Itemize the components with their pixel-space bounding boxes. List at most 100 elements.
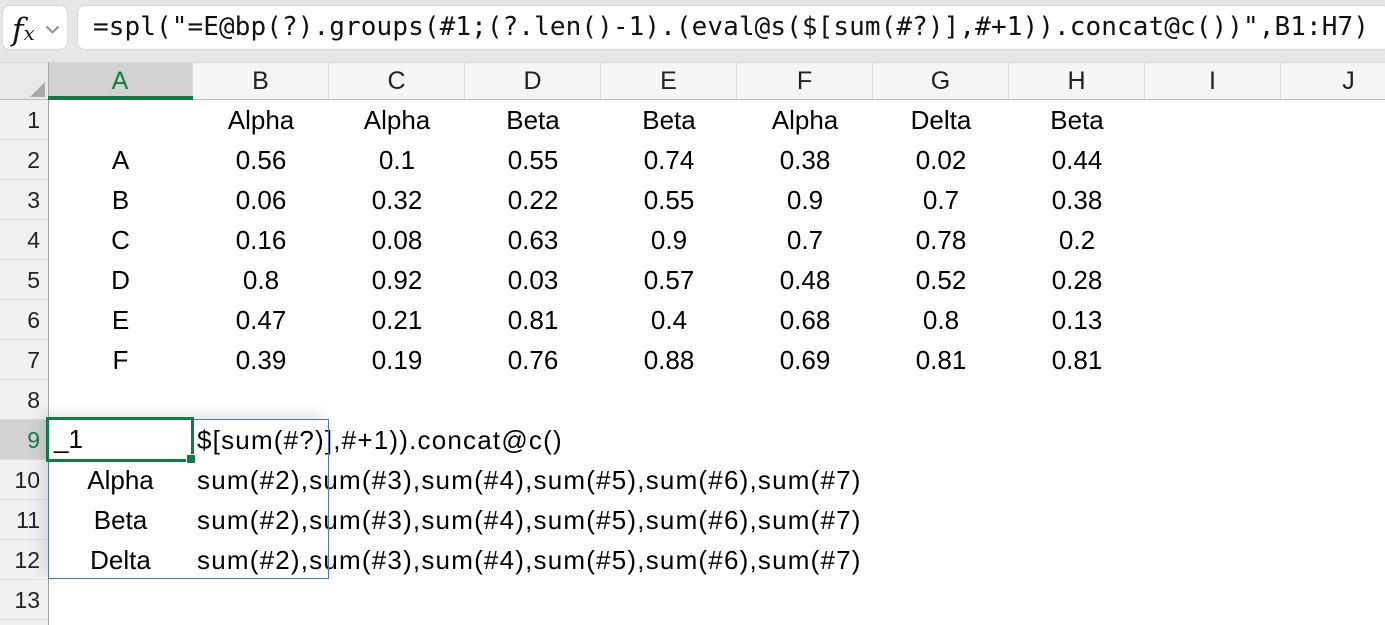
- cell-G2[interactable]: 0.02: [915, 145, 967, 175]
- row-header-10[interactable]: 10: [0, 460, 48, 500]
- header-bottom-border: [0, 99, 1385, 100]
- cell-B12[interactable]: sum(#2),sum(#3),sum(#4),sum(#5),sum(#6),…: [197, 545, 862, 575]
- row-header-8[interactable]: 8: [0, 380, 48, 420]
- cell-D5[interactable]: 0.03: [507, 265, 559, 295]
- cell-F5[interactable]: 0.48: [779, 265, 831, 295]
- select-all-button[interactable]: [0, 62, 48, 100]
- row-header-4[interactable]: 4: [0, 220, 48, 260]
- cell-C3[interactable]: 0.32: [371, 185, 423, 215]
- cell-B2[interactable]: 0.56: [235, 145, 287, 175]
- cell-H6[interactable]: 0.13: [1051, 305, 1103, 335]
- cell-C6[interactable]: 0.21: [371, 305, 423, 335]
- cell-E3[interactable]: 0.55: [643, 185, 695, 215]
- cell-C5[interactable]: 0.92: [371, 265, 423, 295]
- cell-B5[interactable]: 0.8: [242, 265, 280, 295]
- active-cell[interactable]: _1: [46, 417, 196, 464]
- cell-A12[interactable]: Delta: [90, 545, 151, 575]
- column-header-C[interactable]: C: [329, 63, 465, 100]
- column-header-B[interactable]: B: [193, 63, 329, 100]
- row-header-7[interactable]: 7: [0, 340, 48, 380]
- row-header-2[interactable]: 2: [0, 140, 48, 180]
- cell-A2[interactable]: A: [111, 145, 130, 175]
- cell-A10[interactable]: Alpha: [87, 465, 154, 495]
- select-all-triangle-icon: [30, 82, 45, 97]
- formula-text: =spl("=E@bp(?).groups(#1;(?.len()-1).(ev…: [93, 12, 1370, 42]
- fill-handle[interactable]: [186, 454, 196, 464]
- cell-A4[interactable]: C: [111, 225, 130, 255]
- cell-E2[interactable]: 0.74: [643, 145, 695, 175]
- column-header-A[interactable]: A: [48, 63, 193, 100]
- cell-B3[interactable]: 0.06: [235, 185, 287, 215]
- cell-D3[interactable]: 0.22: [507, 185, 559, 215]
- row-header-3[interactable]: 3: [0, 180, 48, 220]
- cell-C1[interactable]: Alpha: [363, 105, 431, 135]
- column-header-J[interactable]: J: [1281, 63, 1385, 100]
- cell-H3[interactable]: 0.38: [1051, 185, 1103, 215]
- cell-F3[interactable]: 0.9: [786, 185, 824, 215]
- row-header-5[interactable]: 5: [0, 260, 48, 300]
- cell-B4[interactable]: 0.16: [235, 225, 287, 255]
- selected-column-underline: [48, 96, 193, 100]
- row-header-9[interactable]: 9: [0, 420, 48, 460]
- active-cell-value: _1: [54, 424, 83, 454]
- cell-G4[interactable]: 0.78: [915, 225, 967, 255]
- column-header-F[interactable]: F: [737, 63, 873, 100]
- column-header-H[interactable]: H: [1009, 63, 1145, 100]
- row-gutter-border: [48, 62, 49, 625]
- row-header-1[interactable]: 1: [0, 100, 48, 140]
- cell-B11[interactable]: sum(#2),sum(#3),sum(#4),sum(#5),sum(#6),…: [197, 505, 862, 535]
- cell-H4[interactable]: 0.2: [1058, 225, 1096, 255]
- cell-A6[interactable]: E: [111, 305, 130, 335]
- fx-icon: fx: [12, 12, 35, 48]
- cell-H1[interactable]: Beta: [1050, 105, 1104, 135]
- column-header-E[interactable]: E: [601, 63, 737, 100]
- row-header-13[interactable]: 13: [0, 580, 48, 620]
- cell-C7[interactable]: 0.19: [371, 345, 423, 375]
- cell-F6[interactable]: 0.68: [779, 305, 831, 335]
- cell-B1[interactable]: Alpha: [227, 105, 295, 135]
- cell-F1[interactable]: Alpha: [771, 105, 839, 135]
- cell-E6[interactable]: 0.4: [650, 305, 688, 335]
- cell-A5[interactable]: D: [111, 265, 130, 295]
- cell-H2[interactable]: 0.44: [1051, 145, 1103, 175]
- cell-E1[interactable]: Beta: [642, 105, 696, 135]
- cell-G5[interactable]: 0.52: [915, 265, 967, 295]
- cell-D6[interactable]: 0.81: [507, 305, 559, 335]
- formula-input[interactable]: =spl("=E@bp(?).groups(#1;(?.len()-1).(ev…: [77, 5, 1385, 50]
- cell-D7[interactable]: 0.76: [507, 345, 559, 375]
- cell-D4[interactable]: 0.63: [507, 225, 559, 255]
- formula-bar: fx =spl("=E@bp(?).groups(#1;(?.len()-1).…: [0, 0, 1385, 62]
- cell-F2[interactable]: 0.38: [779, 145, 831, 175]
- cell-H5[interactable]: 0.28: [1051, 265, 1103, 295]
- row-header-6[interactable]: 6: [0, 300, 48, 340]
- insert-function-button[interactable]: fx: [2, 5, 68, 50]
- row-14-stub: [0, 620, 48, 625]
- cell-C4[interactable]: 0.08: [371, 225, 423, 255]
- cell-H7[interactable]: 0.81: [1051, 345, 1103, 375]
- cell-C2[interactable]: 0.1: [378, 145, 416, 175]
- cell-A3[interactable]: B: [111, 185, 130, 215]
- cell-E5[interactable]: 0.57: [643, 265, 695, 295]
- cell-G1[interactable]: Delta: [910, 105, 972, 135]
- cell-B10[interactable]: sum(#2),sum(#3),sum(#4),sum(#5),sum(#6),…: [197, 465, 862, 495]
- column-header-I[interactable]: I: [1145, 63, 1281, 100]
- cell-B7[interactable]: 0.39: [235, 345, 287, 375]
- cell-A11[interactable]: Beta: [93, 505, 148, 535]
- cell-B6[interactable]: 0.47: [235, 305, 287, 335]
- cell-G3[interactable]: 0.7: [922, 185, 960, 215]
- cell-E4[interactable]: 0.9: [650, 225, 688, 255]
- cell-D1[interactable]: Beta: [506, 105, 560, 135]
- row-header-12[interactable]: 12: [0, 540, 48, 580]
- cell-F7[interactable]: 0.69: [779, 345, 831, 375]
- column-header-G[interactable]: G: [873, 63, 1009, 100]
- cell-G7[interactable]: 0.81: [915, 345, 967, 375]
- cell-A7[interactable]: F: [112, 345, 129, 375]
- chevron-down-icon: [45, 25, 60, 34]
- cell-B9[interactable]: $[sum(#?)],#+1)).concat@c(): [197, 425, 563, 455]
- column-header-D[interactable]: D: [465, 63, 601, 100]
- cell-G6[interactable]: 0.8: [922, 305, 960, 335]
- cell-D2[interactable]: 0.55: [507, 145, 559, 175]
- cell-E7[interactable]: 0.88: [643, 345, 695, 375]
- cell-F4[interactable]: 0.7: [786, 225, 824, 255]
- row-header-11[interactable]: 11: [0, 500, 48, 540]
